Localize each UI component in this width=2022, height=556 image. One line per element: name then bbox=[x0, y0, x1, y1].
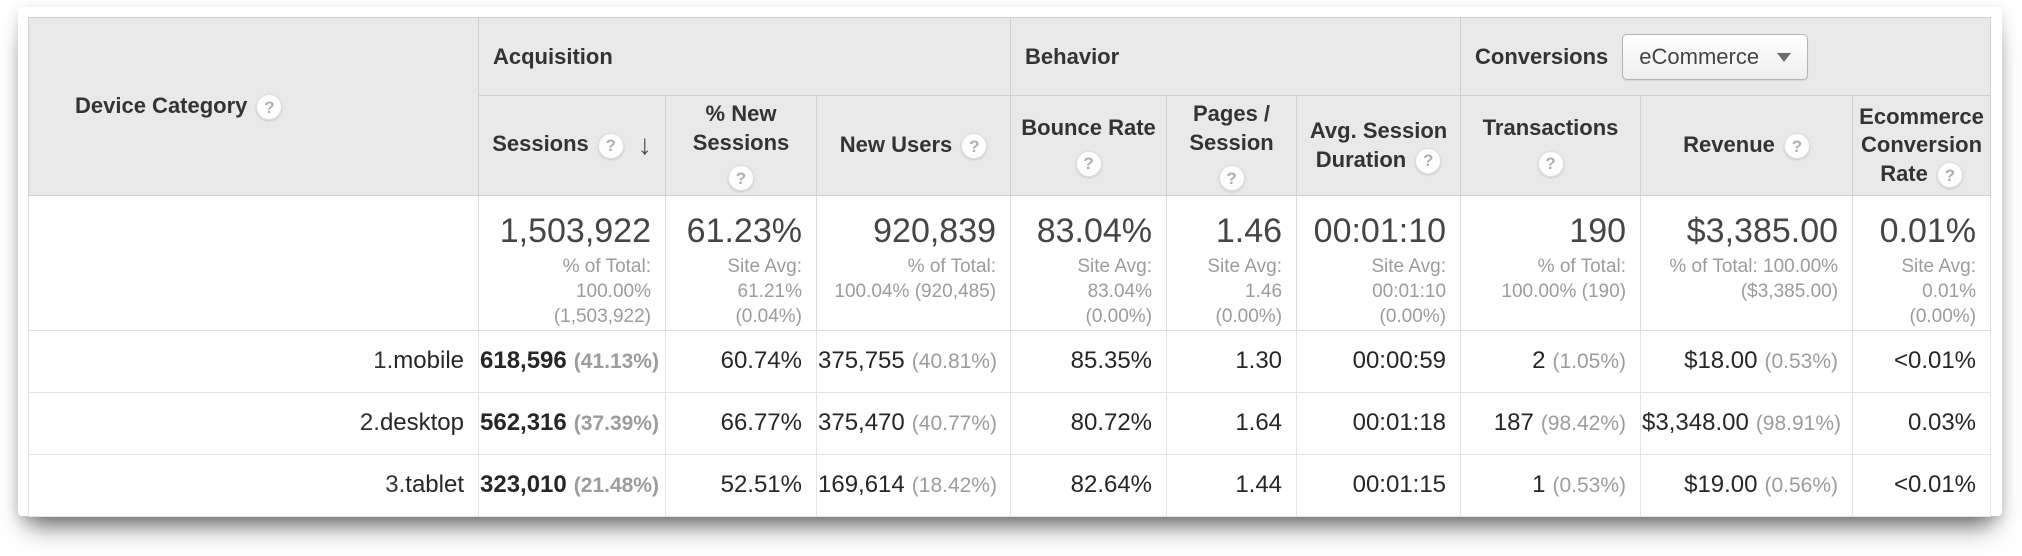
cell-avg-session-duration: 00:00:59 bbox=[1296, 329, 1462, 393]
help-icon[interactable]: ? bbox=[1218, 165, 1245, 192]
column-header-sessions[interactable]: Sessions? ↓ bbox=[478, 94, 666, 197]
cell-avg-session-duration: 00:01:15 bbox=[1296, 453, 1462, 517]
help-icon[interactable]: ? bbox=[961, 133, 988, 160]
help-icon[interactable]: ? bbox=[1783, 133, 1810, 160]
column-header-avg-session-duration[interactable]: Avg. Session Duration? bbox=[1296, 94, 1462, 197]
help-icon[interactable]: ? bbox=[597, 132, 624, 159]
sort-descending-icon[interactable]: ↓ bbox=[637, 129, 652, 161]
column-header-pages-session[interactable]: Pages / Session ? bbox=[1166, 94, 1298, 197]
totals-row: 1,503,922 % of Total: 100.00% (1,503,922… bbox=[28, 195, 1992, 331]
totals-dimension-cell bbox=[28, 195, 479, 331]
cell-new-users: 375,470 (40.77%) bbox=[815, 391, 1012, 455]
totals-pages-session: 1.46 Site Avg: 1.46 (0.00%) bbox=[1166, 195, 1298, 331]
cell-bounce-rate: 85.35% bbox=[1010, 329, 1168, 393]
totals-avg-session-duration: 00:01:10 Site Avg: 00:01:10 (0.00%) bbox=[1296, 195, 1462, 331]
column-header-percent-new-sessions[interactable]: % New Sessions ? bbox=[665, 94, 817, 197]
help-icon[interactable]: ? bbox=[1075, 150, 1102, 177]
totals-sessions: 1,503,922 % of Total: 100.00% (1,503,922… bbox=[478, 195, 666, 331]
column-header-new-users[interactable]: New Users? bbox=[815, 94, 1012, 197]
cell-avg-session-duration: 00:01:18 bbox=[1296, 391, 1462, 455]
cell-transactions: 187 (98.42%) bbox=[1460, 391, 1642, 455]
device-label: tablet bbox=[405, 471, 464, 499]
cell-ecommerce-conversion-rate: 0.03% bbox=[1852, 391, 1992, 455]
totals-revenue: $3,385.00 % of Total: 100.00% ($3,385.00… bbox=[1640, 195, 1854, 331]
cell-new-users: 375,755 (40.81%) bbox=[815, 329, 1012, 393]
totals-ecommerce-conversion-rate: 0.01% Site Avg: 0.01% (0.00%) bbox=[1852, 195, 1992, 331]
help-icon[interactable]: ? bbox=[1936, 162, 1963, 189]
dimension-cell: 1.mobile bbox=[28, 329, 479, 393]
totals-percent-new-sessions: 61.23% Site Avg: 61.21% (0.04%) bbox=[665, 195, 817, 331]
cell-pages-session: 1.30 bbox=[1166, 329, 1298, 393]
cell-sessions: 618,596 (41.13%) bbox=[478, 329, 666, 393]
chevron-down-icon bbox=[1777, 52, 1792, 69]
dimension-cell: 3.tablet bbox=[28, 453, 479, 517]
report-table-frame: Device Category? Acquisition Behavior Co… bbox=[18, 7, 2002, 517]
group-label-behavior: Behavior bbox=[1025, 43, 1120, 69]
column-header-transactions[interactable]: Transactions ? bbox=[1460, 94, 1642, 197]
cell-revenue: $3,348.00 (98.91%) bbox=[1640, 391, 1854, 455]
cell-transactions: 1 (0.53%) bbox=[1460, 453, 1642, 517]
dimension-cell: 2.desktop bbox=[28, 391, 479, 455]
cell-revenue: $19.00 (0.56%) bbox=[1640, 453, 1854, 517]
cell-new-users: 169,614 (18.42%) bbox=[815, 453, 1012, 517]
totals-transactions: 190 % of Total: 100.00% (190) bbox=[1460, 195, 1642, 331]
group-label-conversions: Conversions bbox=[1475, 43, 1609, 69]
device-category-header-label: Device Category bbox=[75, 93, 248, 118]
ecommerce-selector-value: eCommerce bbox=[1639, 43, 1760, 69]
cell-percent-new-sessions: 66.77% bbox=[665, 391, 817, 455]
column-header-bounce-rate[interactable]: Bounce Rate ? bbox=[1010, 94, 1168, 197]
group-header-conversions: Conversions eCommerce bbox=[1460, 17, 1992, 96]
group-header-behavior: Behavior bbox=[1010, 17, 1462, 96]
totals-bounce-rate: 83.04% Site Avg: 83.04% (0.00%) bbox=[1010, 195, 1168, 331]
cell-bounce-rate: 82.64% bbox=[1010, 453, 1168, 517]
cell-ecommerce-conversion-rate: <0.01% bbox=[1852, 329, 1992, 393]
cell-pages-session: 1.64 bbox=[1166, 391, 1298, 455]
group-header-acquisition: Acquisition bbox=[477, 17, 1012, 96]
cell-sessions: 323,010 (21.48%) bbox=[478, 453, 666, 517]
help-icon[interactable]: ? bbox=[1537, 150, 1564, 177]
column-header-revenue[interactable]: Revenue? bbox=[1640, 94, 1854, 197]
column-header-ecommerce-conversion-rate[interactable]: Ecommerce Conversion Rate? bbox=[1852, 94, 1992, 197]
group-label-acquisition: Acquisition bbox=[493, 43, 613, 69]
device-label: mobile bbox=[393, 347, 464, 375]
totals-new-users: 920,839 % of Total: 100.04% (920,485) bbox=[815, 195, 1012, 331]
help-icon[interactable]: ? bbox=[256, 94, 283, 121]
table-row-tablet: 3.tablet 323,010 (21.48%) 52.51% 169,614(… bbox=[28, 453, 1992, 517]
cell-revenue: $18.00 (0.53%) bbox=[1640, 329, 1854, 393]
metric-header-row: Sessions? ↓ % New Sessions ? New Users? B… bbox=[29, 94, 1992, 197]
device-category-report-table: Device Category? Acquisition Behavior Co… bbox=[28, 16, 1992, 517]
cell-percent-new-sessions: 52.51% bbox=[665, 453, 817, 517]
cell-sessions: 562,316 (37.39%) bbox=[478, 391, 666, 455]
group-header-row: Device Category? Acquisition Behavior Co… bbox=[28, 16, 1992, 197]
cell-percent-new-sessions: 60.74% bbox=[665, 329, 817, 393]
table-row-mobile: 1.mobile 618,596 (41.13%) 60.74% 375,755(… bbox=[28, 329, 1992, 393]
help-icon[interactable]: ? bbox=[1415, 147, 1442, 174]
help-icon[interactable]: ? bbox=[728, 165, 754, 192]
ecommerce-selector-dropdown[interactable]: eCommerce bbox=[1622, 33, 1809, 80]
cell-ecommerce-conversion-rate: <0.01% bbox=[1852, 453, 1992, 517]
cell-bounce-rate: 80.72% bbox=[1010, 391, 1168, 455]
cell-transactions: 2 (1.05%) bbox=[1460, 329, 1642, 393]
cell-pages-session: 1.44 bbox=[1166, 453, 1298, 517]
device-label: desktop bbox=[379, 409, 464, 437]
column-header-device-category[interactable]: Device Category? bbox=[28, 16, 479, 197]
table-row-desktop: 2.desktop 562,316 (37.39%) 66.77% 375,470… bbox=[28, 391, 1992, 455]
